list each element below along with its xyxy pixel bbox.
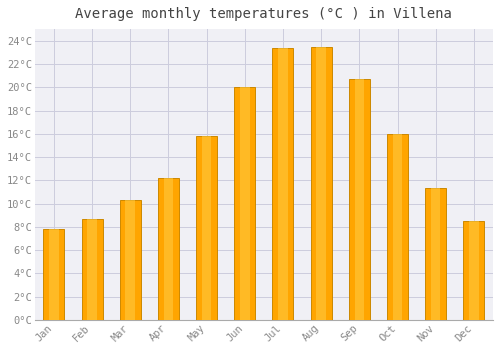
Bar xyxy=(431,188,440,320)
Bar xyxy=(349,79,370,320)
Bar xyxy=(354,79,364,320)
Bar xyxy=(44,229,64,320)
Bar xyxy=(202,136,211,320)
Bar xyxy=(164,178,173,320)
Bar xyxy=(316,47,326,320)
Title: Average monthly temperatures (°C ) in Villena: Average monthly temperatures (°C ) in Vi… xyxy=(76,7,452,21)
Bar xyxy=(393,134,402,320)
Bar xyxy=(310,47,332,320)
Bar xyxy=(272,48,293,320)
Bar xyxy=(196,136,217,320)
Bar xyxy=(120,200,141,320)
Bar xyxy=(82,219,102,320)
Bar xyxy=(88,219,96,320)
Bar xyxy=(464,221,484,320)
Bar xyxy=(158,178,179,320)
Bar xyxy=(426,188,446,320)
Bar xyxy=(49,229,58,320)
Bar xyxy=(240,87,250,320)
Bar xyxy=(234,87,256,320)
Bar xyxy=(387,134,408,320)
Bar xyxy=(469,221,478,320)
Bar xyxy=(126,200,135,320)
Bar xyxy=(278,48,287,320)
